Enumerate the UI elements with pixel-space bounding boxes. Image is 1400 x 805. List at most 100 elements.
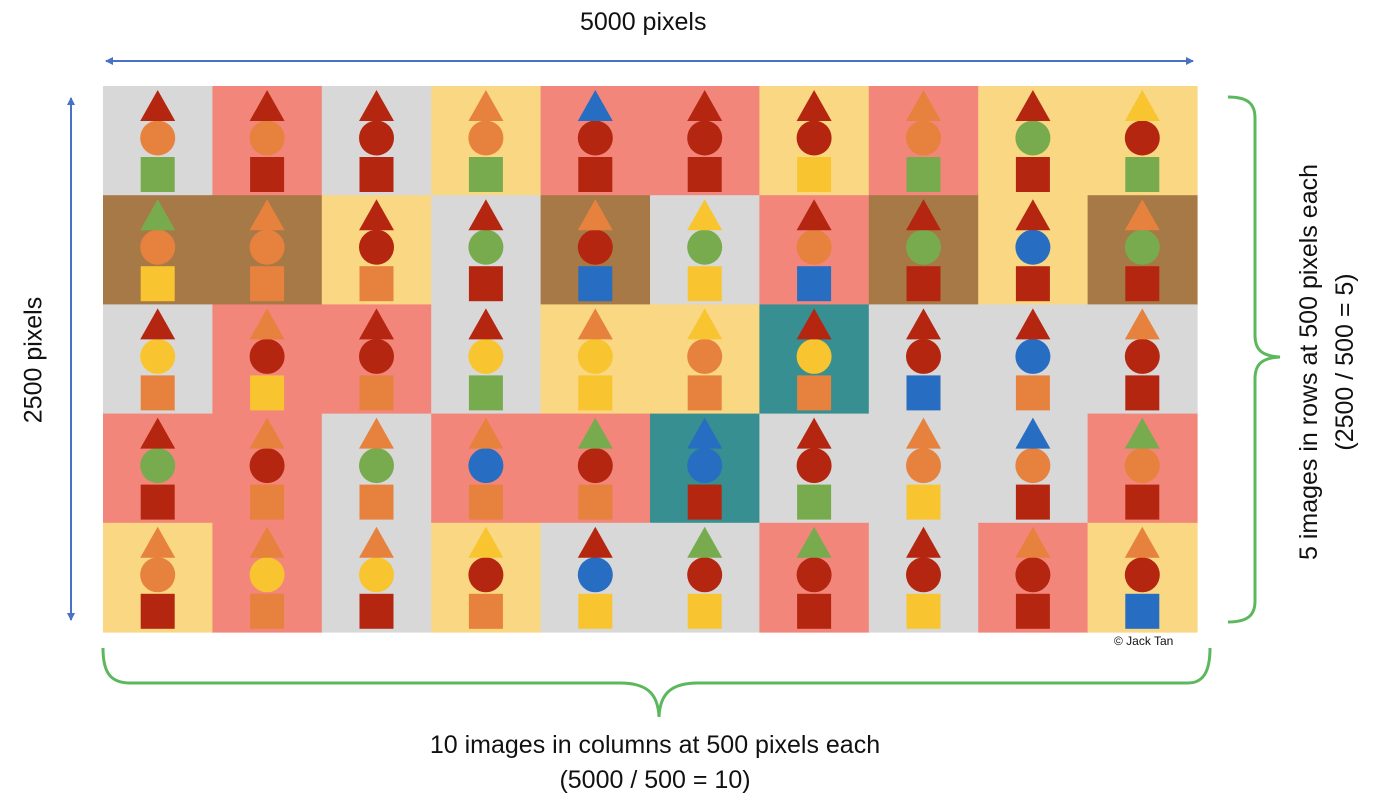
circle-shape <box>249 448 285 484</box>
image-tile <box>759 86 870 196</box>
triangle-shape <box>140 417 176 449</box>
square-shape <box>140 375 175 411</box>
columns-caption-line1: 10 images in columns at 500 pixels each <box>429 731 881 759</box>
circle-shape <box>906 120 941 156</box>
columns-caption-line2: (5000 / 500 = 10) <box>559 766 751 794</box>
triangle-shape <box>577 90 613 121</box>
triangle-shape <box>359 526 394 558</box>
image-tile <box>431 195 542 305</box>
square-shape <box>140 157 175 192</box>
circle-shape <box>1124 557 1160 593</box>
image-tile <box>650 195 760 305</box>
image-tile <box>868 86 979 196</box>
circle-shape <box>577 120 613 156</box>
circle-shape <box>796 448 832 484</box>
square-shape <box>687 266 722 302</box>
square-shape <box>468 375 503 411</box>
square-shape <box>687 484 722 520</box>
triangle-shape <box>249 90 285 121</box>
triangle-shape <box>249 308 285 340</box>
image-tile <box>540 304 651 415</box>
circle-shape <box>468 557 504 593</box>
circle-shape <box>1015 338 1051 374</box>
triangle-shape <box>1124 199 1160 231</box>
triangle-shape <box>1124 308 1160 340</box>
image-grid <box>103 86 1198 633</box>
image-tile <box>1087 195 1198 305</box>
triangle-shape <box>468 199 504 231</box>
image-tile <box>212 413 323 524</box>
triangle-shape <box>906 417 941 449</box>
circle-shape <box>577 338 613 374</box>
image-tile <box>1087 413 1198 524</box>
image-tile <box>650 86 760 196</box>
height-label: 2500 pixels <box>19 296 48 424</box>
triangle-shape <box>359 199 394 231</box>
triangle-shape <box>140 526 176 558</box>
square-shape <box>797 266 832 302</box>
circle-shape <box>796 338 832 374</box>
image-tile <box>759 522 870 633</box>
circle-shape <box>1015 229 1051 265</box>
square-shape <box>578 593 613 629</box>
circle-shape <box>359 338 394 374</box>
square-shape <box>140 484 175 520</box>
triangle-shape <box>249 417 285 449</box>
triangle-shape <box>1015 90 1051 121</box>
triangle-shape <box>140 308 176 340</box>
circle-shape <box>687 448 723 484</box>
square-shape <box>250 484 285 520</box>
triangle-shape <box>468 417 504 449</box>
circle-shape <box>796 120 832 156</box>
circle-shape <box>468 338 504 374</box>
circle-shape <box>1015 448 1051 484</box>
image-tile <box>540 413 651 524</box>
circle-shape <box>906 338 941 374</box>
image-tile <box>103 522 213 633</box>
square-shape <box>359 266 394 302</box>
triangle-shape <box>906 199 941 231</box>
square-shape <box>359 375 394 411</box>
circle-shape <box>577 448 613 484</box>
image-tile <box>978 86 1089 196</box>
image-tile <box>321 413 432 524</box>
triangle-shape <box>468 90 504 121</box>
rows-caption-line1: 5 images in rows at 500 pixels each <box>1295 163 1323 561</box>
circle-shape <box>577 557 613 593</box>
square-shape <box>906 157 941 192</box>
image-tile <box>321 195 432 305</box>
image-tile <box>321 86 432 196</box>
triangle-shape <box>140 90 176 121</box>
triangle-shape <box>687 90 723 121</box>
triangle-shape <box>249 526 285 558</box>
square-shape <box>468 157 503 192</box>
circle-shape <box>1124 120 1160 156</box>
image-tile <box>1087 304 1198 415</box>
square-shape <box>359 593 394 629</box>
square-shape <box>797 593 832 629</box>
image-tile <box>650 413 760 524</box>
square-shape <box>578 266 613 302</box>
circle-shape <box>140 338 176 374</box>
triangle-shape <box>577 526 613 558</box>
image-tile <box>321 304 432 415</box>
image-tile <box>868 195 979 305</box>
image-tile <box>212 195 323 305</box>
image-tile <box>431 522 542 633</box>
square-shape <box>906 375 941 411</box>
circle-shape <box>687 120 723 156</box>
circle-shape <box>1124 448 1160 484</box>
image-tile <box>868 522 979 633</box>
triangle-shape <box>359 90 394 121</box>
triangle-shape <box>1124 526 1160 558</box>
square-shape <box>906 484 941 520</box>
triangle-shape <box>687 308 723 340</box>
square-shape <box>797 375 832 411</box>
image-tile <box>650 522 760 633</box>
square-shape <box>250 593 285 629</box>
triangle-shape <box>359 417 394 449</box>
image-tile <box>978 522 1089 633</box>
circle-shape <box>249 120 285 156</box>
image-tile <box>212 86 323 196</box>
